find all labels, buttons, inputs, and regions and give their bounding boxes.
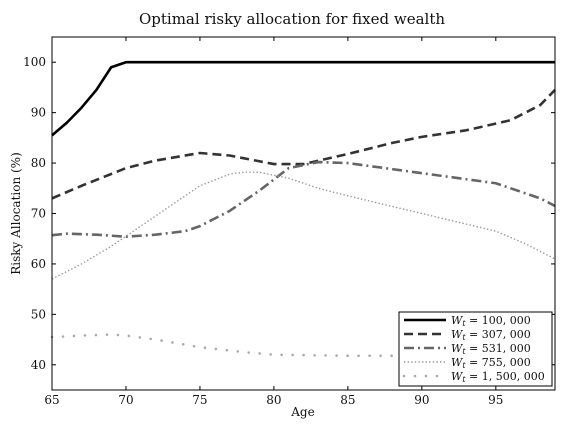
legend-label-3: Wt = 531, 000 bbox=[451, 342, 531, 356]
y-axis: 40 50 60 70 80 90 100 bbox=[23, 55, 555, 372]
y-tick-label: 50 bbox=[31, 307, 46, 321]
plot-lines bbox=[50, 60, 557, 358]
y-tick-label: 40 bbox=[31, 358, 46, 372]
x-axis-label: Age bbox=[290, 405, 314, 419]
x-tick-label: 80 bbox=[266, 393, 281, 407]
series-line-2 bbox=[51, 89, 556, 200]
x-tick-label: 75 bbox=[192, 393, 207, 407]
x-tick-label: 65 bbox=[44, 393, 59, 407]
legend-label-1: Wt = 100, 000 bbox=[451, 314, 531, 328]
legend-label-5: Wt = 1, 500, 000 bbox=[451, 370, 545, 384]
legend-label-2: Wt = 307, 000 bbox=[451, 328, 531, 342]
series-line-4 bbox=[51, 171, 556, 280]
x-axis: 65 70 75 80 85 90 95 bbox=[44, 37, 503, 407]
series-line-1 bbox=[51, 60, 555, 137]
y-tick-label: 70 bbox=[31, 207, 46, 221]
x-tick-label: 95 bbox=[488, 393, 503, 407]
x-tick-label: 85 bbox=[340, 393, 355, 407]
chart-title: Optimal risky allocation for fixed wealt… bbox=[139, 10, 445, 28]
y-axis-label: Risky Allocation (%) bbox=[9, 152, 23, 275]
y-tick-label: 90 bbox=[31, 106, 46, 120]
y-tick-label: 100 bbox=[23, 55, 46, 69]
y-tick-label: 80 bbox=[31, 156, 46, 170]
x-tick-label: 70 bbox=[118, 393, 133, 407]
series-line-5 bbox=[50, 333, 557, 358]
x-tick-label: 90 bbox=[414, 393, 429, 407]
legend-label-4: Wt = 755, 000 bbox=[451, 356, 531, 370]
y-tick-label: 60 bbox=[31, 257, 46, 271]
series-line-3 bbox=[51, 160, 556, 238]
